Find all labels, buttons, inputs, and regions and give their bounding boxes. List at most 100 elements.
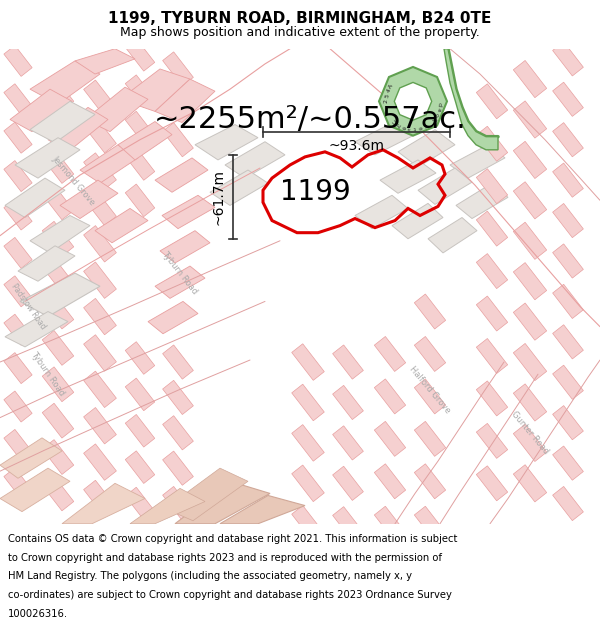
Polygon shape xyxy=(553,42,583,76)
Polygon shape xyxy=(355,121,415,155)
Polygon shape xyxy=(553,486,583,521)
Polygon shape xyxy=(83,298,116,335)
Polygon shape xyxy=(332,507,364,541)
Polygon shape xyxy=(476,254,508,289)
Text: co-ordinates) are subject to Crown copyright and database rights 2023 Ordnance S: co-ordinates) are subject to Crown copyr… xyxy=(8,590,452,600)
Text: 4: 4 xyxy=(386,88,392,94)
Polygon shape xyxy=(125,342,155,374)
Polygon shape xyxy=(4,46,32,76)
Polygon shape xyxy=(292,506,324,542)
Polygon shape xyxy=(415,336,446,371)
Polygon shape xyxy=(163,416,193,450)
Polygon shape xyxy=(553,82,583,116)
Polygon shape xyxy=(0,438,62,478)
Polygon shape xyxy=(125,414,155,447)
Polygon shape xyxy=(476,169,508,204)
Polygon shape xyxy=(456,183,508,219)
Text: s: s xyxy=(407,125,411,131)
Polygon shape xyxy=(4,468,32,499)
Text: Map shows position and indicative extent of the property.: Map shows position and indicative extent… xyxy=(120,26,480,39)
Text: 1199: 1199 xyxy=(280,178,350,206)
Polygon shape xyxy=(130,488,205,524)
Polygon shape xyxy=(374,336,406,371)
Text: to Crown copyright and database rights 2023 and is reproduced with the permissio: to Crown copyright and database rights 2… xyxy=(8,552,442,562)
Polygon shape xyxy=(553,284,583,319)
Polygon shape xyxy=(476,84,508,119)
Polygon shape xyxy=(80,145,138,183)
Polygon shape xyxy=(42,258,74,292)
Polygon shape xyxy=(163,88,193,121)
Polygon shape xyxy=(75,49,135,74)
Polygon shape xyxy=(514,222,547,259)
Polygon shape xyxy=(210,170,268,206)
Polygon shape xyxy=(48,107,108,152)
Polygon shape xyxy=(42,439,74,474)
Polygon shape xyxy=(120,69,190,111)
Polygon shape xyxy=(4,238,32,268)
Polygon shape xyxy=(476,466,508,501)
Polygon shape xyxy=(0,468,70,512)
Polygon shape xyxy=(125,378,155,411)
Polygon shape xyxy=(415,294,446,329)
Polygon shape xyxy=(225,142,285,178)
Polygon shape xyxy=(125,148,155,180)
Polygon shape xyxy=(175,481,270,524)
Polygon shape xyxy=(476,211,508,246)
Text: 1199, TYBURN ROAD, BIRMINGHAM, B24 0TE: 1199, TYBURN ROAD, BIRMINGHAM, B24 0TE xyxy=(109,11,491,26)
Polygon shape xyxy=(332,426,364,460)
Polygon shape xyxy=(4,352,32,384)
Polygon shape xyxy=(163,345,193,379)
Polygon shape xyxy=(85,87,148,132)
Polygon shape xyxy=(418,168,472,204)
Text: a: a xyxy=(436,106,442,112)
Polygon shape xyxy=(514,262,547,300)
Polygon shape xyxy=(165,468,248,521)
Polygon shape xyxy=(374,464,406,499)
Text: ~93.6m: ~93.6m xyxy=(329,139,385,152)
Polygon shape xyxy=(163,486,193,521)
Text: 100026316.: 100026316. xyxy=(8,609,68,619)
Text: e: e xyxy=(418,124,422,130)
Polygon shape xyxy=(428,217,477,253)
Polygon shape xyxy=(20,273,100,317)
Polygon shape xyxy=(374,506,406,541)
Polygon shape xyxy=(4,429,32,461)
Polygon shape xyxy=(4,276,32,307)
Polygon shape xyxy=(62,483,145,524)
Text: HM Land Registry. The polygons (including the associated geometry, namely x, y: HM Land Registry. The polygons (includin… xyxy=(8,571,412,581)
Polygon shape xyxy=(155,158,208,192)
Polygon shape xyxy=(18,246,75,281)
Text: Padstow Road: Padstow Road xyxy=(9,282,47,331)
Polygon shape xyxy=(332,345,364,379)
Text: d: d xyxy=(437,101,442,106)
Polygon shape xyxy=(292,384,324,421)
Text: -: - xyxy=(386,110,391,114)
Polygon shape xyxy=(394,82,432,120)
Text: ~2255m²/~0.557ac.: ~2255m²/~0.557ac. xyxy=(154,105,466,134)
Polygon shape xyxy=(398,129,455,167)
Polygon shape xyxy=(374,379,406,414)
Polygon shape xyxy=(514,344,547,381)
Text: Tyburn Road: Tyburn Road xyxy=(29,350,67,398)
Polygon shape xyxy=(514,465,547,502)
Polygon shape xyxy=(42,185,74,220)
Polygon shape xyxy=(553,365,583,399)
Polygon shape xyxy=(83,408,116,444)
Polygon shape xyxy=(292,344,324,381)
Polygon shape xyxy=(476,423,508,458)
Polygon shape xyxy=(42,221,74,256)
Polygon shape xyxy=(220,496,305,524)
Polygon shape xyxy=(83,335,116,371)
Polygon shape xyxy=(83,371,116,408)
Text: A: A xyxy=(388,82,395,89)
Polygon shape xyxy=(514,182,547,219)
Polygon shape xyxy=(125,111,155,144)
Polygon shape xyxy=(415,421,446,456)
Polygon shape xyxy=(392,203,443,239)
Polygon shape xyxy=(476,339,508,374)
Polygon shape xyxy=(5,178,65,217)
Polygon shape xyxy=(355,195,408,229)
Polygon shape xyxy=(476,126,508,161)
Polygon shape xyxy=(514,424,547,461)
Polygon shape xyxy=(83,262,116,298)
